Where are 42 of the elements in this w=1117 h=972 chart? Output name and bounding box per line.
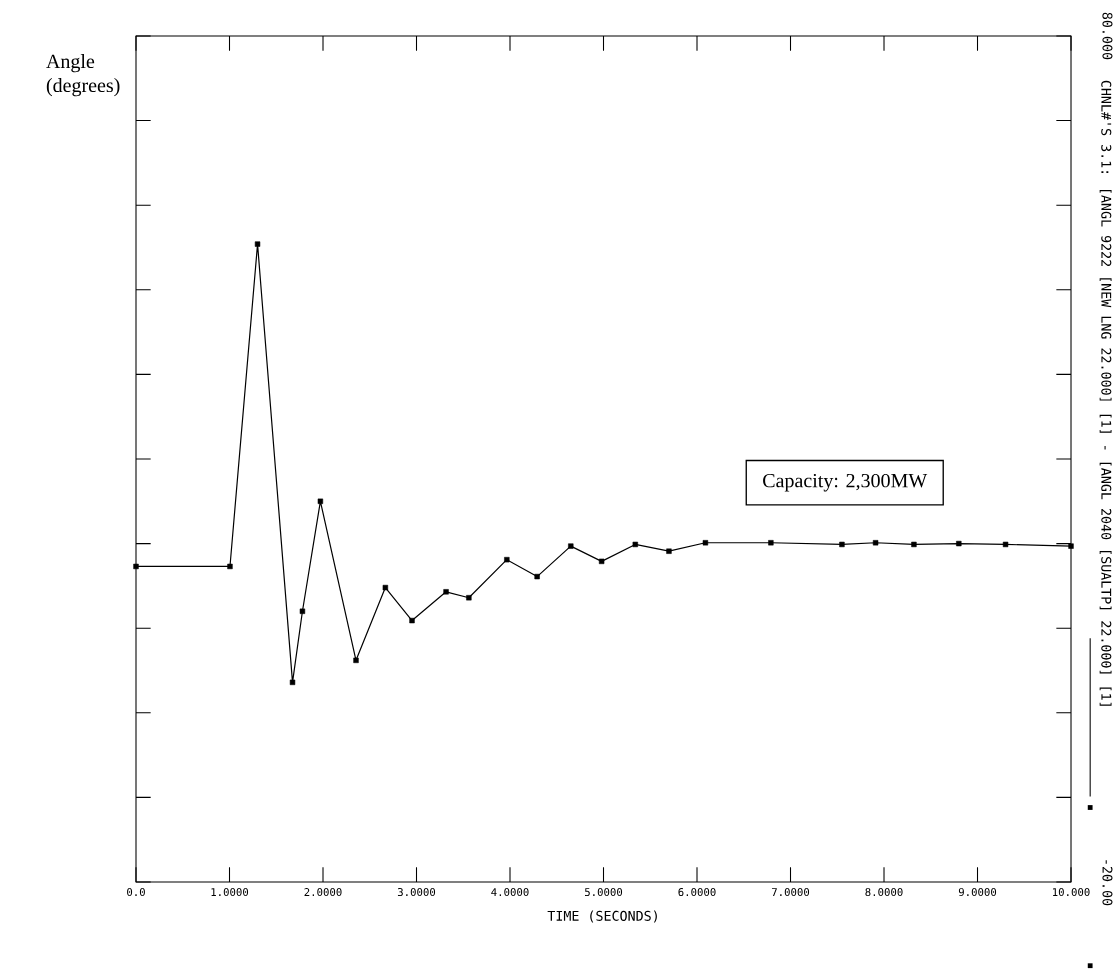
point: [443, 589, 449, 595]
point: [534, 573, 540, 580]
point: [227, 563, 233, 570]
point: [666, 548, 672, 554]
point: [382, 584, 389, 591]
point: [911, 541, 917, 548]
y-tick-label: 80.000: [1102, 12, 1113, 60]
point: [872, 540, 879, 546]
x-axis-title: TIME (SECONDS): [547, 910, 657, 923]
x-tick-label: 0.0: [127, 888, 145, 897]
x-tick-label: 7.0000: [771, 888, 810, 897]
x-tick-label: 3.0000: [397, 888, 436, 897]
x-tick-label: 5.0000: [584, 888, 623, 897]
point: [632, 541, 638, 548]
point: [289, 679, 296, 686]
point: [839, 541, 845, 548]
x-tick-label: 10.000: [1053, 888, 1090, 897]
point: [133, 563, 139, 570]
x-tick-label: 2.0000: [304, 888, 342, 897]
x-tick-label: 6.0000: [678, 888, 716, 897]
annotation: Capacity: 2,300MW: [763, 473, 928, 492]
point: [299, 608, 306, 614]
x-tick-label: 9.0000: [958, 888, 997, 897]
point: [504, 557, 510, 563]
x-tick-label: 8.0000: [865, 888, 903, 897]
point: [353, 657, 359, 664]
point: [702, 540, 709, 546]
point: [568, 543, 574, 549]
point: [1068, 543, 1074, 549]
x-tick-label: 4.0000: [491, 888, 529, 897]
y-tick-label: -20.00: [1102, 860, 1113, 906]
point: [466, 595, 472, 601]
point: [956, 540, 962, 547]
text: CHNL#'S 3.1: [ANGL 9222 [NEW LNG 22.000] [1] - [ANGL 2040 [SUALTP] 22.000] [1]: [1099, 80, 1112, 706]
point: [317, 498, 324, 504]
point: [254, 241, 261, 247]
y-axis-title: Angle (degrees): [46, 54, 120, 97]
point: [409, 617, 415, 624]
x-tick-label: 1.0000: [211, 888, 249, 897]
point: [768, 540, 774, 546]
point: [1002, 541, 1009, 548]
point: [598, 558, 605, 565]
